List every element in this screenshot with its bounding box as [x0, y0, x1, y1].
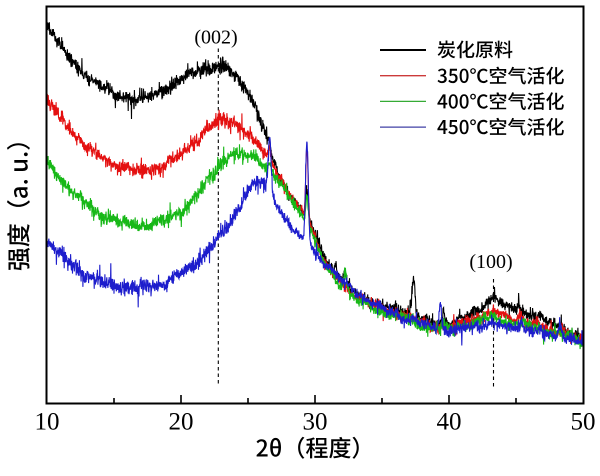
svg-text:50: 50	[571, 409, 596, 436]
svg-text:10: 10	[35, 409, 60, 436]
svg-text:(002): (002)	[194, 27, 237, 49]
svg-text:20: 20	[169, 409, 194, 436]
svg-text:(100): (100)	[469, 251, 512, 273]
svg-text:40: 40	[437, 409, 462, 436]
svg-text:30: 30	[303, 409, 328, 436]
